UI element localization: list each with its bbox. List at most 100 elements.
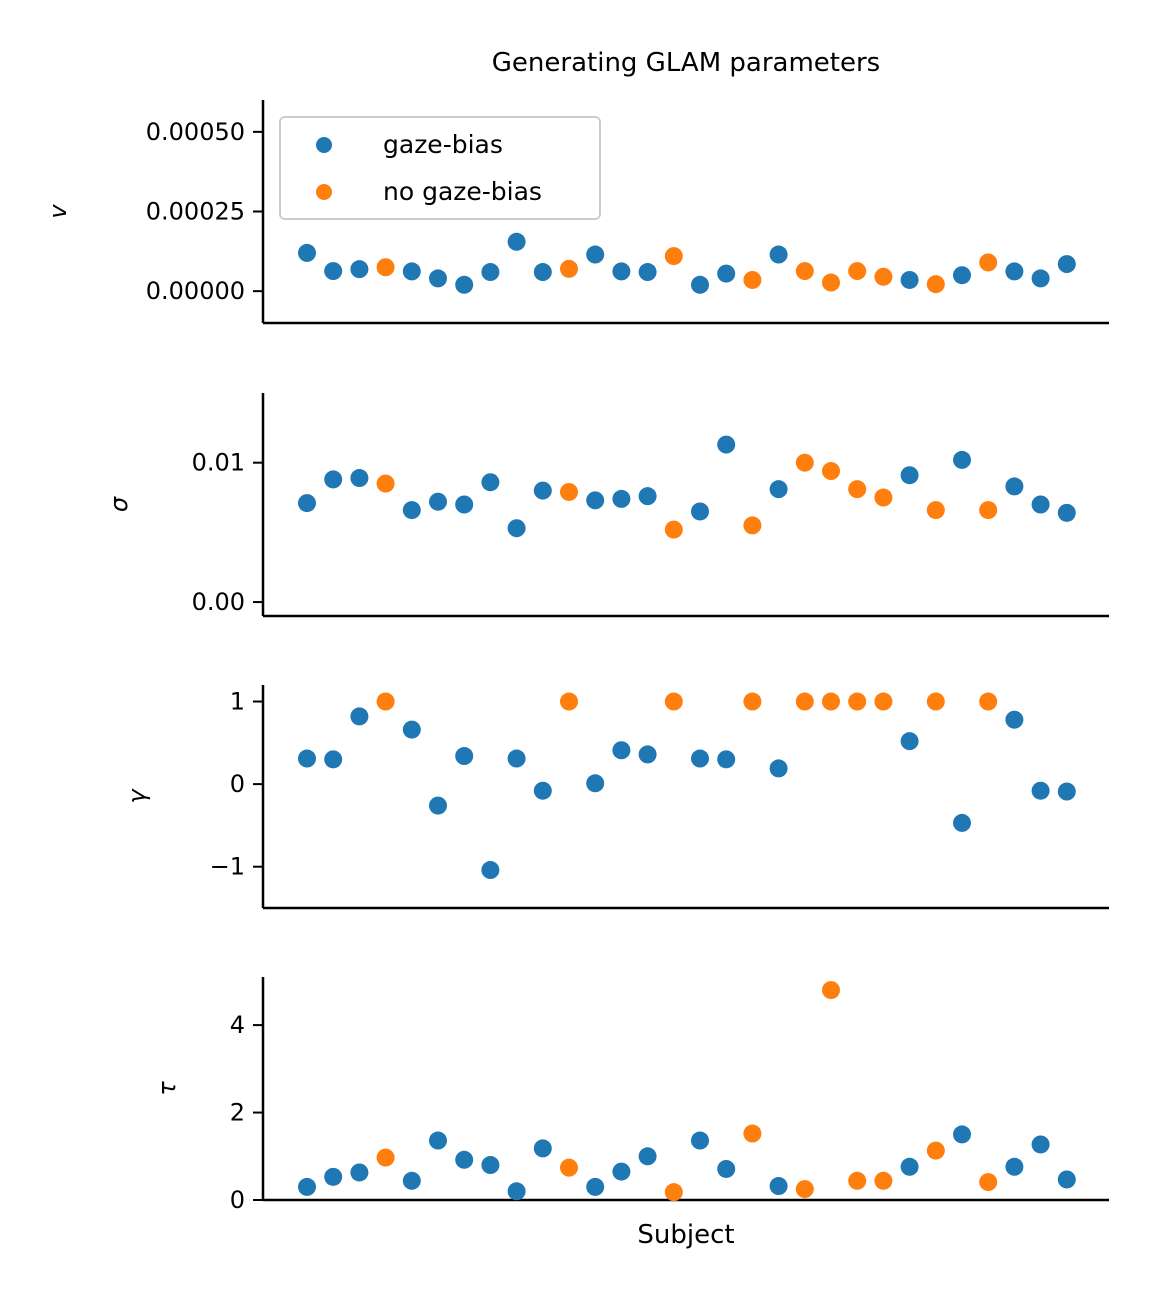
data-point-gaze-bias xyxy=(586,774,605,793)
data-point-gaze-bias xyxy=(638,745,657,764)
data-point-no-gaze-bias xyxy=(795,262,814,281)
data-point-gaze-bias xyxy=(953,450,971,469)
y-axis-label: σ xyxy=(105,496,133,512)
data-point-no-gaze-bias xyxy=(664,520,683,539)
data-point-gaze-bias xyxy=(1057,782,1076,801)
data-point-no-gaze-bias xyxy=(874,267,893,286)
data-point-gaze-bias xyxy=(612,262,631,281)
data-point-no-gaze-bias xyxy=(376,692,395,711)
data-point-gaze-bias xyxy=(298,749,316,768)
data-point-no-gaze-bias xyxy=(664,1183,683,1202)
data-point-gaze-bias xyxy=(350,707,369,726)
data-point-no-gaze-bias xyxy=(795,1180,814,1199)
data-point-gaze-bias xyxy=(638,263,657,282)
data-point-gaze-bias xyxy=(429,1131,447,1150)
data-point-gaze-bias xyxy=(324,750,343,769)
data-point-gaze-bias xyxy=(769,480,788,499)
legend-marker-no-gaze-bias xyxy=(316,184,332,200)
data-point-gaze-bias xyxy=(586,491,605,510)
data-point-no-gaze-bias xyxy=(979,1173,998,1192)
y-tick-label: 2 xyxy=(230,1099,245,1127)
data-point-gaze-bias xyxy=(533,263,552,282)
panel-1: 0.00000 0.00025 0.00050 v xyxy=(44,100,1109,325)
data-point-no-gaze-bias xyxy=(743,692,762,711)
data-point-no-gaze-bias xyxy=(926,501,945,520)
panel-4: 0 2 4 τ xyxy=(153,977,1109,1214)
data-point-gaze-bias xyxy=(533,481,552,500)
legend-frame xyxy=(279,116,601,220)
data-point-gaze-bias xyxy=(900,466,919,485)
data-point-gaze-bias xyxy=(900,1157,919,1176)
data-point-gaze-bias xyxy=(1031,495,1050,514)
panel-3: −1 0 1 γ xyxy=(123,685,1109,910)
data-point-gaze-bias xyxy=(1005,477,1024,496)
data-point-gaze-bias xyxy=(533,1139,552,1158)
x-axis-label: Subject xyxy=(637,1220,734,1250)
data-point-no-gaze-bias xyxy=(743,270,762,289)
data-point-gaze-bias xyxy=(429,796,447,815)
legend: gaze-bias no gaze-bias xyxy=(279,116,601,220)
data-point-no-gaze-bias xyxy=(848,480,867,499)
data-point-gaze-bias xyxy=(298,494,316,513)
data-point-gaze-bias xyxy=(1031,781,1050,800)
data-point-gaze-bias xyxy=(481,1156,500,1175)
data-point-gaze-bias xyxy=(638,1147,657,1166)
data-point-gaze-bias xyxy=(324,1167,343,1186)
data-point-gaze-bias xyxy=(1057,255,1076,274)
data-point-no-gaze-bias xyxy=(848,692,867,711)
data-point-gaze-bias xyxy=(507,749,526,768)
y-tick-label: 4 xyxy=(230,1011,245,1039)
data-point-gaze-bias xyxy=(429,269,447,288)
data-point-no-gaze-bias xyxy=(979,692,998,711)
data-point-gaze-bias xyxy=(900,732,919,751)
data-point-gaze-bias xyxy=(350,469,369,488)
data-point-gaze-bias xyxy=(691,275,709,294)
legend-marker-gaze-bias xyxy=(316,137,332,153)
data-point-no-gaze-bias xyxy=(874,488,893,507)
data-point-no-gaze-bias xyxy=(664,692,683,711)
data-point-gaze-bias xyxy=(953,1125,971,1144)
data-point-gaze-bias xyxy=(1057,503,1076,522)
panel-2: 0.00 0.01 σ xyxy=(105,393,1109,618)
data-point-gaze-bias xyxy=(455,1150,474,1169)
data-point-gaze-bias xyxy=(481,263,500,282)
data-point-gaze-bias xyxy=(298,243,316,262)
data-point-gaze-bias xyxy=(769,1177,788,1196)
data-point-gaze-bias xyxy=(455,275,474,294)
data-point-gaze-bias xyxy=(533,781,552,800)
data-point-gaze-bias xyxy=(691,749,709,768)
data-point-gaze-bias xyxy=(402,501,421,520)
data-point-gaze-bias xyxy=(953,813,971,832)
data-point-no-gaze-bias xyxy=(743,516,762,535)
data-point-gaze-bias xyxy=(769,245,788,264)
data-point-no-gaze-bias xyxy=(376,258,395,277)
y-tick-label: 0.00000 xyxy=(146,277,245,305)
data-point-no-gaze-bias xyxy=(979,501,998,520)
y-tick-label: 0 xyxy=(230,1186,245,1214)
data-point-gaze-bias xyxy=(455,495,474,514)
data-point-no-gaze-bias xyxy=(664,247,683,266)
data-point-gaze-bias xyxy=(1057,1170,1076,1189)
data-point-gaze-bias xyxy=(455,747,474,766)
data-point-gaze-bias xyxy=(1005,262,1024,281)
chart-title: Generating GLAM parameters xyxy=(492,48,880,78)
data-point-gaze-bias xyxy=(350,260,369,279)
data-point-gaze-bias xyxy=(350,1163,369,1182)
data-point-gaze-bias xyxy=(691,502,709,521)
data-point-gaze-bias xyxy=(402,262,421,281)
data-point-gaze-bias xyxy=(900,270,919,289)
data-point-no-gaze-bias xyxy=(743,1124,762,1143)
data-point-gaze-bias xyxy=(481,473,500,492)
data-point-gaze-bias xyxy=(402,720,421,739)
data-point-gaze-bias xyxy=(769,759,788,778)
data-point-no-gaze-bias xyxy=(560,482,578,501)
data-point-gaze-bias xyxy=(507,232,526,251)
data-point-no-gaze-bias xyxy=(926,1141,945,1160)
data-point-no-gaze-bias xyxy=(822,981,840,1000)
data-point-no-gaze-bias xyxy=(848,262,867,281)
data-point-gaze-bias xyxy=(638,487,657,506)
data-point-no-gaze-bias xyxy=(822,692,840,711)
data-point-no-gaze-bias xyxy=(376,474,395,493)
y-tick-label: 0 xyxy=(230,770,245,798)
